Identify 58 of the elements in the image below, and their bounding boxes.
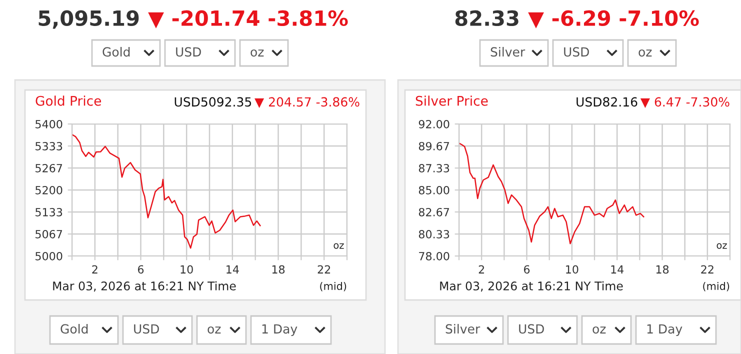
text: (mid) bbox=[320, 282, 346, 292]
chart-title: Silver Price bbox=[416, 96, 488, 106]
text: oz bbox=[250, 49, 264, 57]
y-tick-label: 5200 bbox=[36, 186, 62, 194]
x-tick-label: 22 bbox=[701, 265, 714, 274]
text: oz bbox=[638, 49, 652, 57]
text: oz bbox=[592, 326, 606, 334]
y-tick-label: 5400 bbox=[36, 120, 62, 128]
annotation: oz bbox=[334, 243, 344, 249]
annotation: oz bbox=[716, 243, 727, 249]
y-tick-label: 85.00 bbox=[418, 186, 450, 194]
x-tick-label: 2 bbox=[478, 265, 484, 274]
text: ▼ -6.29 -7.10% bbox=[528, 10, 699, 28]
y-tick-label: 87.33 bbox=[418, 164, 450, 172]
text: (mid) bbox=[703, 282, 730, 292]
text: 1 Day bbox=[647, 324, 682, 336]
y-tick-label: 80.33 bbox=[418, 230, 450, 238]
y-tick-label: 92.00 bbox=[418, 120, 450, 128]
chart-title: Gold Price bbox=[36, 96, 102, 106]
text: Mar 03, 2026 at 16:21 NY Time bbox=[440, 281, 623, 292]
y-tick-label: 5267 bbox=[36, 164, 62, 172]
x-tick-label: 10 bbox=[566, 265, 578, 274]
text: oz bbox=[208, 326, 221, 334]
text: USD bbox=[519, 324, 544, 334]
x-tick-label: 6 bbox=[524, 265, 530, 274]
x-tick-label: 2 bbox=[92, 265, 98, 274]
text: USD bbox=[176, 47, 201, 57]
text: 5,095.19 bbox=[38, 10, 139, 29]
y-tick-label: 82.67 bbox=[418, 208, 450, 216]
text: Silver bbox=[446, 324, 480, 334]
x-tick-label: 18 bbox=[272, 265, 285, 274]
y-tick-label: 5000 bbox=[36, 252, 62, 260]
y-tick-label: 5133 bbox=[36, 208, 62, 216]
text: ▼ -201.74 -3.81% bbox=[148, 10, 348, 28]
x-tick-label: 14 bbox=[611, 265, 624, 274]
text: Mar 03, 2026 at 16:21 NY Time bbox=[53, 281, 236, 292]
x-tick-label: 18 bbox=[656, 265, 669, 274]
text: ▼ 204.57 -3.86% bbox=[254, 97, 360, 108]
text: Gold bbox=[102, 46, 130, 57]
text: USD82.16 bbox=[576, 97, 638, 107]
x-tick-label: 22 bbox=[318, 265, 330, 274]
text: ▼ 6.47 -7.30% bbox=[640, 97, 730, 108]
text: USD bbox=[564, 47, 589, 57]
text: 1 Day bbox=[262, 324, 298, 336]
x-tick-label: 10 bbox=[180, 265, 193, 274]
y-tick-label: 5067 bbox=[36, 230, 62, 238]
text: USD5092.35 bbox=[174, 97, 252, 107]
text: USD bbox=[134, 324, 159, 334]
y-tick-label: 78.00 bbox=[419, 252, 450, 260]
text: Gold bbox=[60, 324, 88, 334]
text: 82.33 bbox=[455, 10, 518, 26]
y-tick-label: 5333 bbox=[36, 142, 62, 150]
text: Silver bbox=[490, 46, 526, 57]
line-series bbox=[459, 142, 644, 244]
line-series bbox=[72, 134, 261, 249]
x-tick-label: 6 bbox=[138, 265, 144, 274]
x-tick-label: 14 bbox=[226, 265, 239, 274]
y-tick-label: 89.67 bbox=[418, 142, 450, 150]
